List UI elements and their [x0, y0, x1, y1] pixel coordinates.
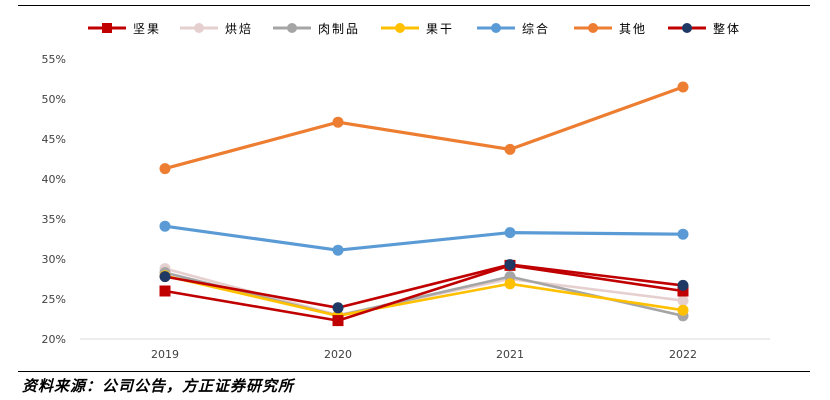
data-point: [677, 81, 689, 93]
y-tick-label: 30%: [42, 253, 66, 266]
data-point: [677, 304, 689, 316]
legend-label: 果干: [426, 22, 454, 36]
legend-marker: [588, 23, 598, 33]
data-point-square: [332, 315, 344, 327]
legend-label: 整体: [713, 21, 741, 36]
legend-label: 其他: [619, 22, 647, 36]
data-point: [504, 278, 516, 290]
data-point: [159, 163, 171, 175]
legend-label: 坚果: [133, 22, 161, 36]
y-tick-label: 35%: [42, 213, 66, 226]
y-tick-label: 45%: [42, 133, 66, 146]
x-tick-label: 2019: [151, 348, 179, 361]
source-note: 资料来源：公司公告，方正证券研究所: [22, 377, 295, 395]
top-rule: [18, 5, 810, 6]
data-point: [504, 227, 516, 239]
data-point-square: [159, 285, 171, 297]
bottom-rule: [18, 371, 810, 372]
data-point: [159, 220, 171, 232]
y-tick-label: 50%: [42, 93, 66, 106]
series-line: [163, 224, 685, 252]
data-point: [332, 116, 344, 128]
legend-marker: [682, 23, 692, 33]
y-tick-label: 55%: [42, 53, 66, 66]
legend-marker: [395, 23, 405, 33]
data-point-square: [677, 285, 689, 297]
legend-label: 肉制品: [318, 22, 360, 36]
data-point: [159, 271, 171, 283]
legend-marker: [102, 23, 112, 33]
y-tick-label: 25%: [42, 293, 66, 306]
y-tick-label: 40%: [42, 173, 66, 186]
data-point: [332, 244, 344, 256]
series-line: [163, 264, 685, 322]
legend-marker: [194, 23, 204, 33]
data-point: [677, 279, 689, 291]
data-point: [504, 143, 516, 155]
x-tick-label: 2020: [324, 348, 352, 361]
data-point: [677, 228, 689, 240]
series-line: [163, 263, 685, 310]
x-tick-label: 2022: [669, 348, 697, 361]
y-tick-label: 20%: [42, 333, 66, 346]
line-chart: 20% 25% 30% 35% 40% 45% 50% 55% 2019 2020 2021 2022…: [42, 21, 770, 361]
data-point: [504, 259, 516, 271]
series-line: [163, 85, 685, 171]
data-point: [677, 295, 689, 307]
series-line: [163, 274, 685, 318]
legend-marker: [491, 23, 501, 33]
data-point: [332, 302, 344, 314]
x-tick-label: 2021: [496, 348, 524, 361]
legend-marker: [287, 23, 297, 33]
legend-label: 综合: [522, 21, 550, 36]
legend-label: 烘焙: [225, 21, 253, 36]
